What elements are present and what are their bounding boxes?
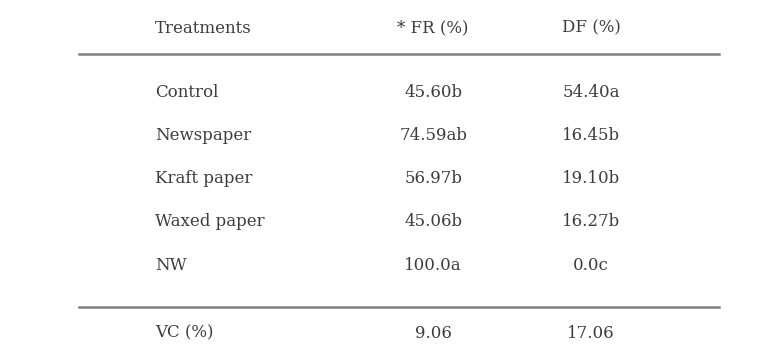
Text: Newspaper: Newspaper bbox=[154, 127, 251, 144]
Text: 9.06: 9.06 bbox=[415, 325, 451, 342]
Text: * FR (%): * FR (%) bbox=[397, 20, 469, 37]
Text: VC (%): VC (%) bbox=[154, 325, 213, 342]
Text: 0.0c: 0.0c bbox=[573, 257, 610, 274]
Text: Kraft paper: Kraft paper bbox=[154, 170, 252, 187]
Text: 45.06b: 45.06b bbox=[404, 213, 462, 230]
Text: 17.06: 17.06 bbox=[568, 325, 615, 342]
Text: Treatments: Treatments bbox=[154, 20, 251, 37]
Text: Control: Control bbox=[154, 84, 218, 101]
Text: 45.60b: 45.60b bbox=[404, 84, 462, 101]
Text: 100.0a: 100.0a bbox=[404, 257, 462, 274]
Text: 16.27b: 16.27b bbox=[562, 213, 620, 230]
Text: NW: NW bbox=[154, 257, 186, 274]
Text: 54.40a: 54.40a bbox=[562, 84, 620, 101]
Text: 19.10b: 19.10b bbox=[562, 170, 620, 187]
Text: 56.97b: 56.97b bbox=[404, 170, 462, 187]
Text: 74.59ab: 74.59ab bbox=[400, 127, 467, 144]
Text: Waxed paper: Waxed paper bbox=[154, 213, 264, 230]
Text: 16.45b: 16.45b bbox=[562, 127, 620, 144]
Text: DF (%): DF (%) bbox=[562, 20, 621, 37]
